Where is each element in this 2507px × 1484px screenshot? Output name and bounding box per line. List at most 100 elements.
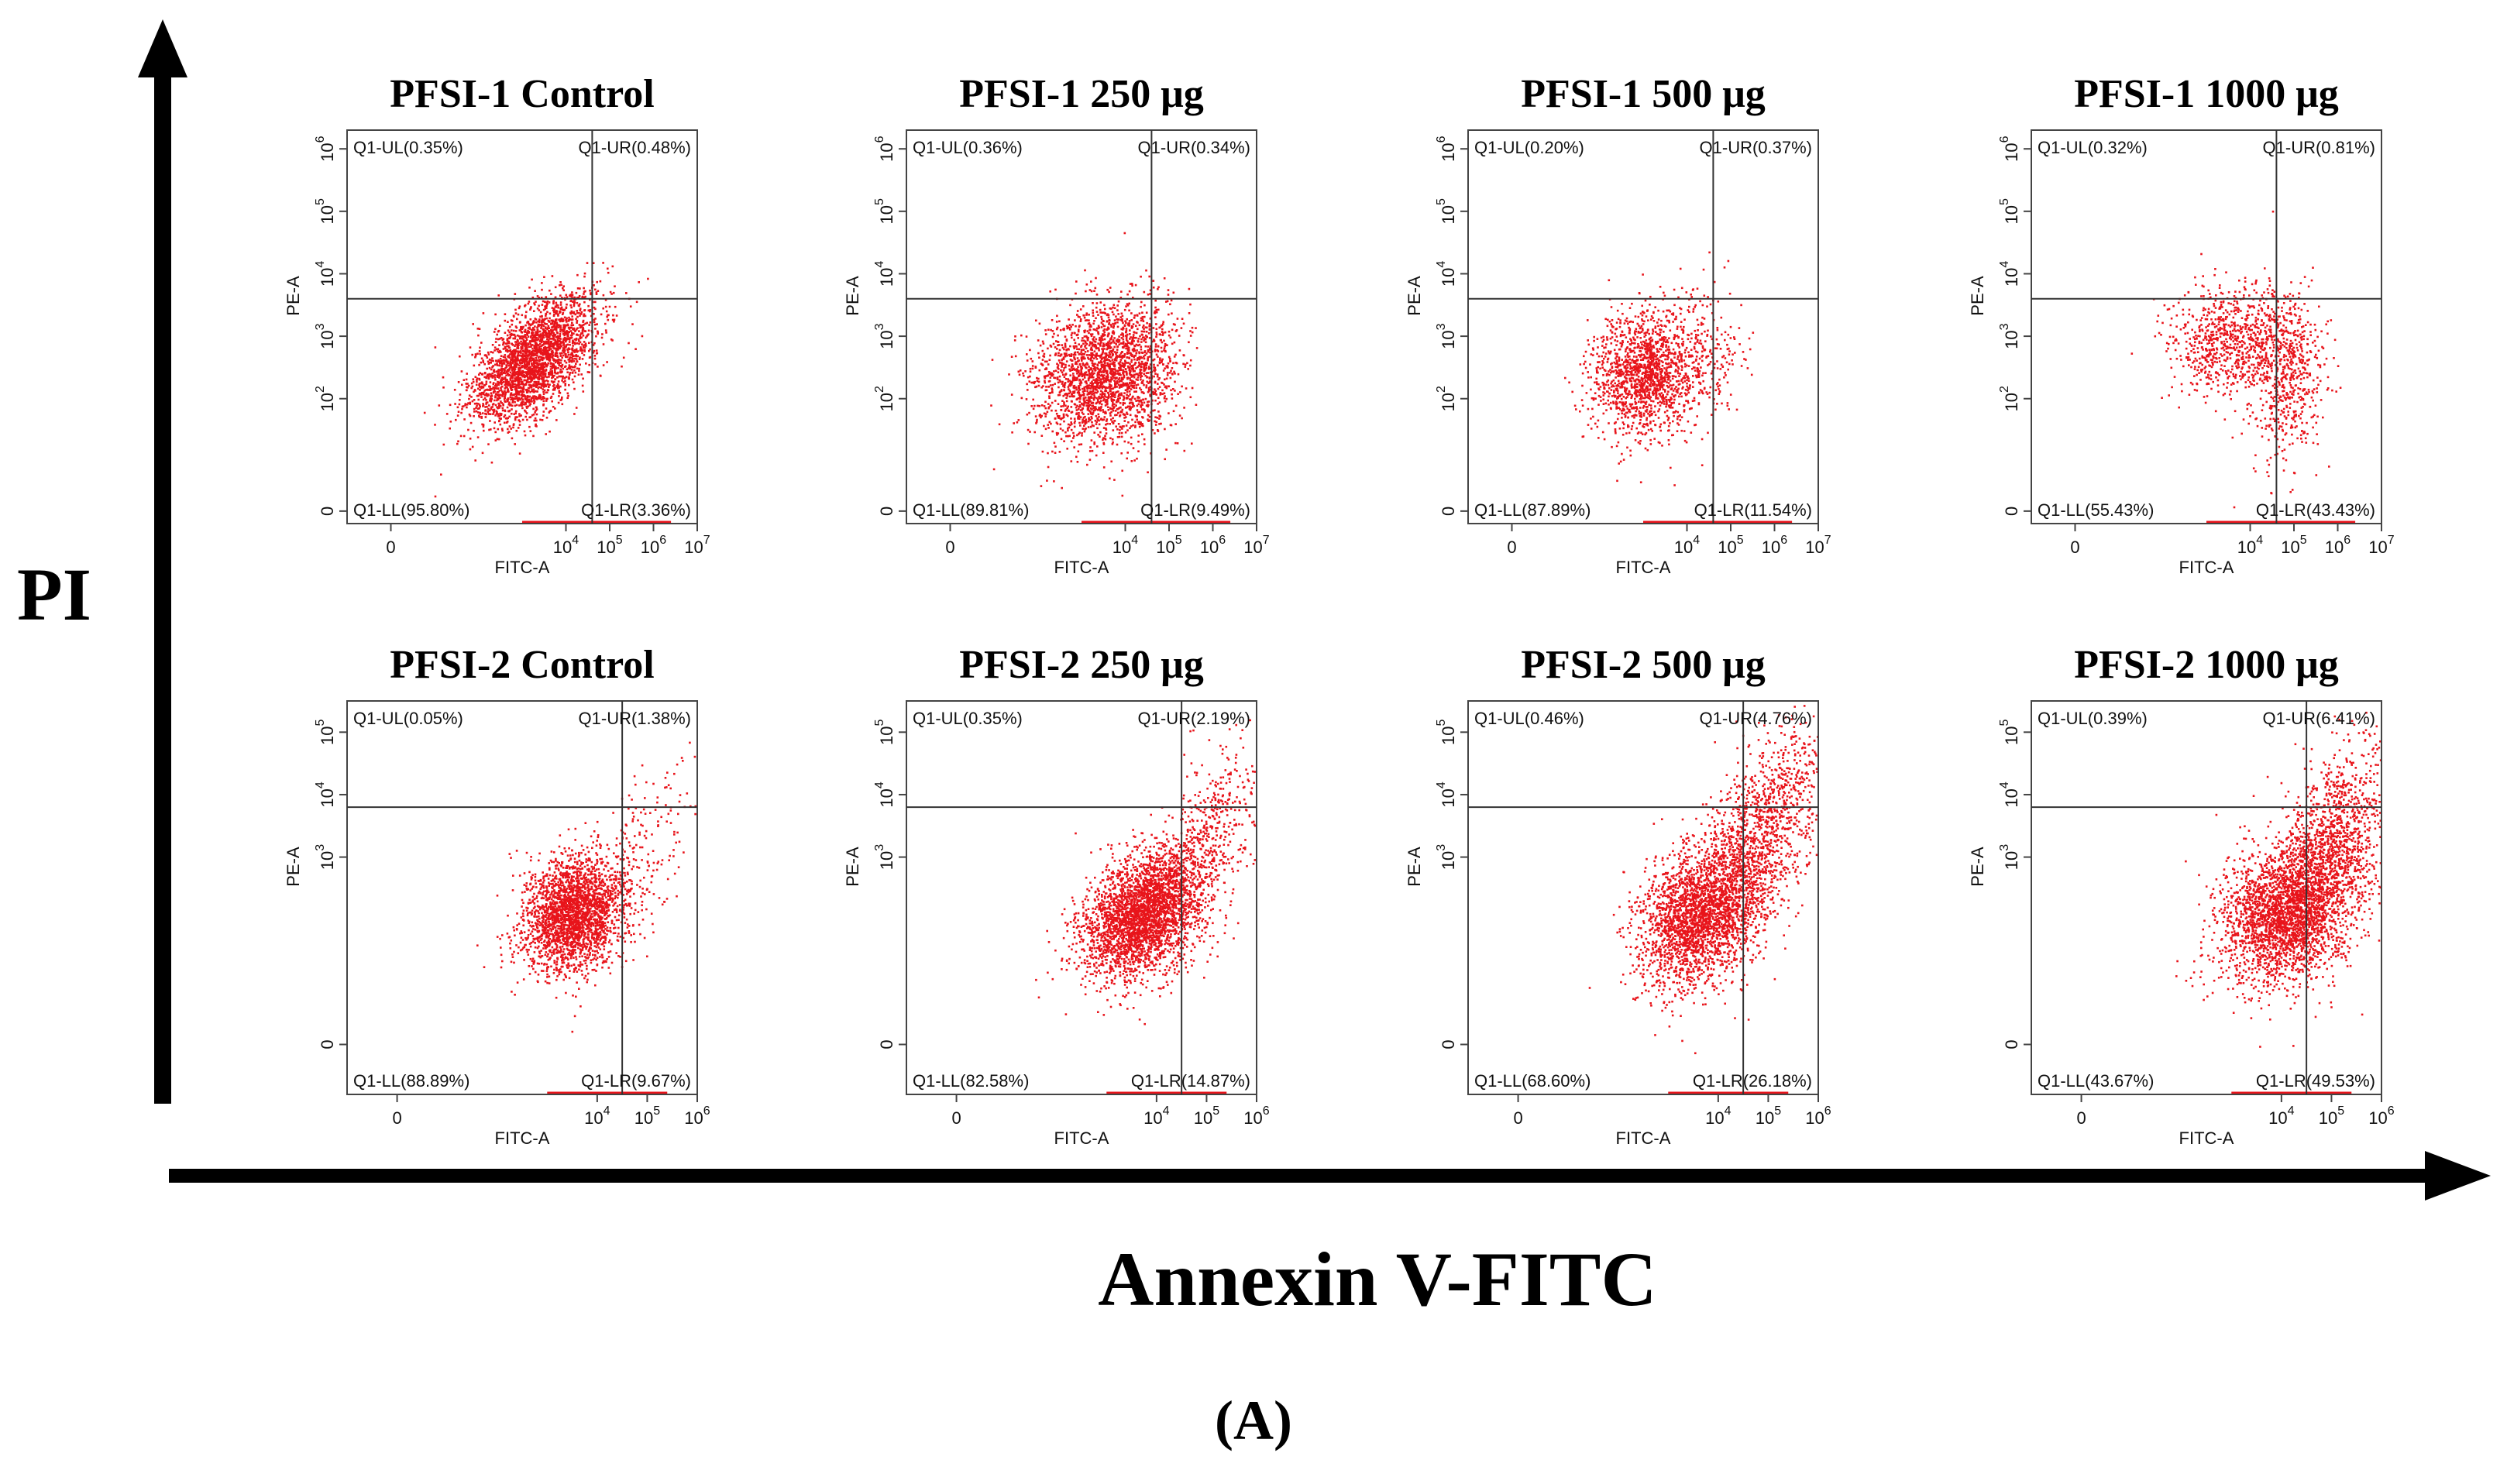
scatter-point	[1096, 390, 1099, 393]
scatter-point	[552, 406, 555, 408]
scatter-point	[1118, 386, 1121, 389]
scatter-point	[1147, 345, 1150, 348]
scatter-point	[516, 416, 518, 418]
scatter-point	[467, 428, 469, 431]
scatter-point	[1057, 364, 1060, 366]
scatter-point	[507, 342, 511, 345]
scatter-point	[1057, 432, 1060, 435]
scatter-point	[508, 409, 511, 412]
scatter-point	[553, 386, 555, 389]
scatter-point	[1068, 328, 1071, 331]
scatter-point	[507, 369, 509, 371]
scatter-point	[1095, 345, 1098, 348]
scatter-point	[561, 403, 564, 406]
scatter-point	[1155, 323, 1157, 325]
scatter-point	[1113, 337, 1116, 339]
scatter-point	[532, 366, 535, 368]
scatter-point	[1091, 359, 1094, 362]
scatter-point	[499, 373, 501, 376]
scatter-point	[1137, 421, 1140, 424]
scatter-point	[1030, 405, 1033, 407]
scatter-point	[531, 352, 534, 355]
scatter-point	[573, 349, 576, 352]
scatter-point	[559, 371, 562, 374]
scatter-point	[581, 330, 584, 332]
scatter-point	[567, 394, 569, 397]
scatter-point	[502, 348, 505, 350]
scatter-point	[538, 376, 540, 379]
quadrant-ll-label: Q1-LL(95.80%)	[353, 500, 469, 520]
scatter-point	[555, 318, 558, 321]
scatter-point	[1008, 373, 1010, 376]
scatter-point	[1076, 357, 1079, 359]
scatter-point	[1082, 387, 1084, 390]
scatter-point	[553, 368, 556, 371]
scatter-point	[518, 382, 520, 384]
scatter-point	[1073, 446, 1075, 448]
scatter-point	[473, 402, 476, 405]
x-tick-label: 104	[553, 534, 579, 557]
scatter-point	[1065, 352, 1068, 355]
scatter-point	[495, 359, 497, 362]
scatter-point	[552, 302, 555, 305]
scatter-point	[513, 369, 516, 372]
scatter-point	[1154, 392, 1157, 394]
scatter-point	[1087, 402, 1090, 405]
scatter-point	[1158, 401, 1161, 404]
scatter-point	[482, 359, 484, 362]
scatter-point	[1163, 277, 1166, 280]
scatter-point	[1060, 369, 1062, 372]
scatter-point	[1106, 372, 1109, 375]
scatter-point	[535, 331, 537, 333]
scatter-point	[551, 338, 554, 340]
scatter-point	[1033, 431, 1036, 434]
scatter-point	[552, 363, 555, 366]
scatter-point	[541, 385, 544, 387]
scatter-point	[540, 398, 543, 400]
scatter-point	[487, 407, 490, 411]
scatter-point	[1029, 375, 1031, 378]
scatter-point	[493, 369, 496, 371]
scatter-point	[552, 325, 555, 328]
scatter-point	[567, 332, 569, 335]
scatter-point	[602, 294, 605, 297]
scatter-point	[1065, 339, 1068, 342]
scatter-point	[1174, 373, 1176, 375]
scatter-point	[576, 355, 578, 358]
scatter-point	[1166, 374, 1169, 376]
scatter-point	[1081, 435, 1083, 437]
scatter-point	[1057, 393, 1060, 397]
scatter-point	[1147, 350, 1150, 353]
scatter-point	[539, 324, 542, 327]
scatter-point	[547, 389, 550, 392]
scatter-point	[1103, 358, 1106, 360]
scatter-point	[1147, 414, 1150, 417]
scatter-point	[502, 368, 505, 370]
scatter-point	[1100, 318, 1103, 321]
scatter-point	[1091, 369, 1094, 373]
scatter-point	[1157, 288, 1159, 290]
scatter-point	[592, 301, 594, 304]
scatter-point	[1122, 404, 1124, 406]
scatter-point	[1136, 359, 1139, 361]
scatter-point	[548, 321, 551, 323]
scatter-point	[1187, 368, 1189, 370]
scatter-point	[537, 338, 540, 341]
scatter-point	[563, 366, 566, 368]
scatter-point	[1075, 413, 1078, 416]
scatter-point	[1085, 373, 1088, 376]
scatter-point	[521, 344, 524, 347]
scatter-point	[1123, 232, 1126, 235]
scatter-point	[1063, 420, 1065, 423]
scatter-point	[1155, 353, 1158, 356]
scatter-point	[611, 265, 614, 268]
scatter-point	[1120, 328, 1123, 331]
scatter-point	[585, 362, 587, 365]
scatter-point	[536, 295, 539, 297]
scatter-point	[509, 379, 512, 381]
scatter-point	[1014, 335, 1016, 338]
scatter-point	[568, 376, 570, 379]
scatter-point	[1091, 421, 1093, 424]
scatter-point	[1121, 425, 1124, 428]
scatter-point	[519, 362, 522, 364]
